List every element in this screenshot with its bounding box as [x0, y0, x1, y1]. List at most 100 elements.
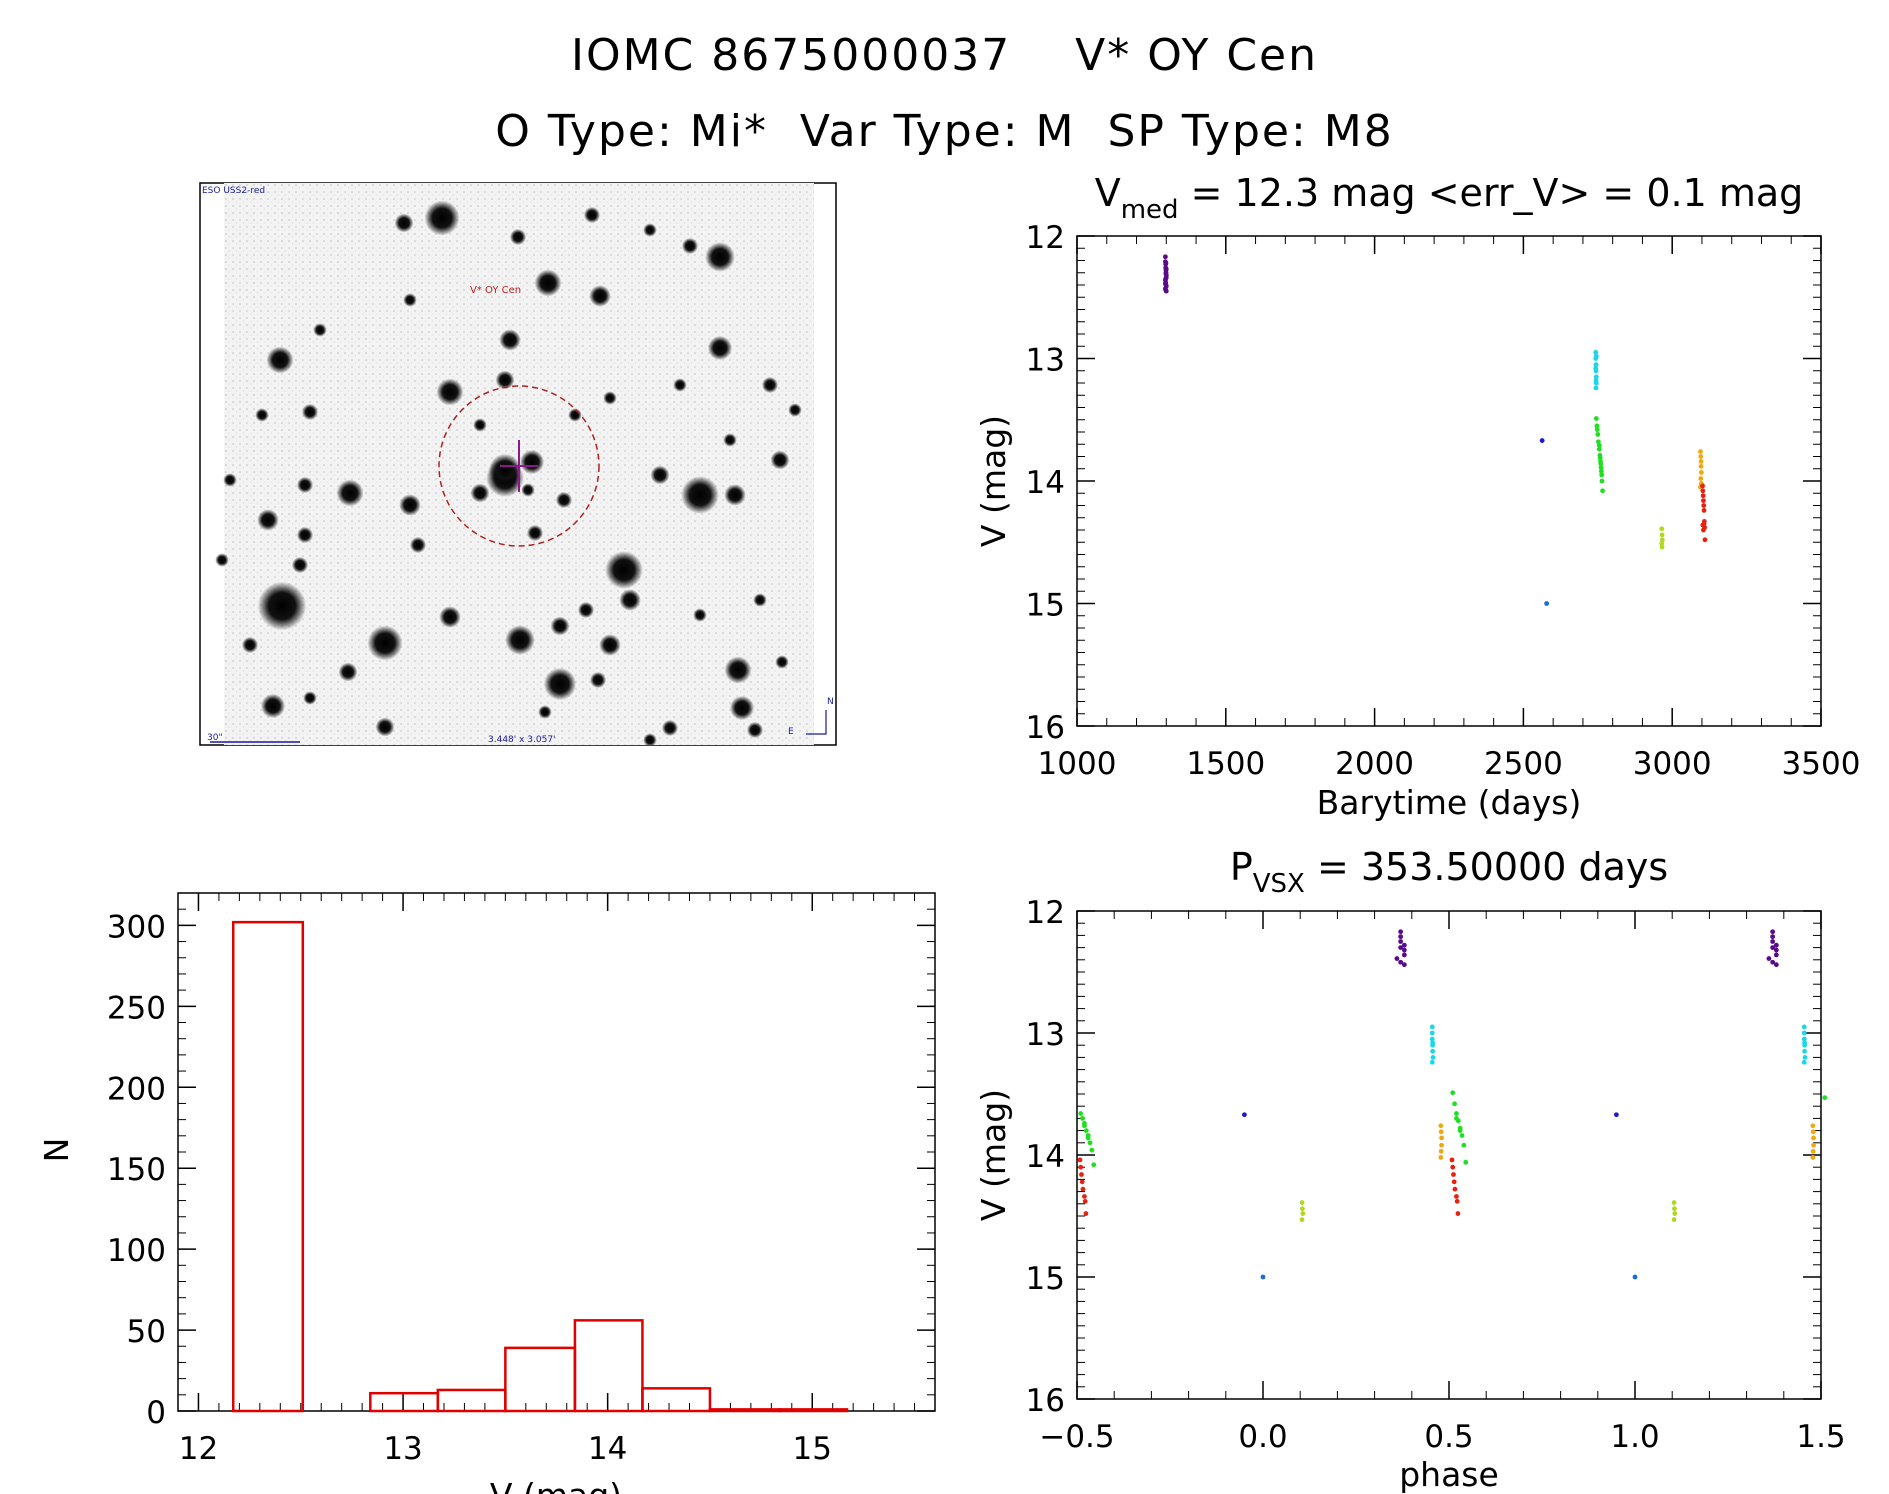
lightcurve-point — [1599, 472, 1605, 478]
phased-point — [1457, 1128, 1463, 1133]
finder-star — [770, 450, 790, 470]
phased-point — [1810, 1123, 1816, 1129]
phased-point — [1438, 1129, 1444, 1135]
lightcurve-point — [1659, 544, 1665, 550]
lightcurve-point — [1702, 525, 1708, 530]
phased-point — [1089, 1147, 1095, 1153]
histogram-bar — [369, 1391, 440, 1413]
ytick-label: 14 — [1026, 1139, 1065, 1175]
finder-star — [375, 717, 395, 737]
phased-point — [1299, 1217, 1305, 1223]
finder-star — [526, 524, 544, 542]
finder-star — [724, 484, 746, 506]
phased-point — [1810, 1155, 1816, 1160]
phased-title: PVSX = 353.50000 days — [1230, 845, 1668, 899]
phased-point — [1770, 939, 1776, 944]
lightcurve-point — [1659, 526, 1665, 532]
finder-star — [681, 237, 699, 255]
finder-star — [215, 553, 229, 567]
xtick-label: 3000 — [1633, 746, 1712, 782]
finder-star — [338, 662, 358, 682]
lightcurve-point — [1163, 276, 1169, 282]
histogram-xlabel: V (mag) — [490, 1476, 622, 1494]
finder-star — [583, 206, 601, 224]
finder-stars — [215, 200, 802, 745]
lightcurve-point — [1701, 503, 1707, 508]
phased-point — [1077, 1157, 1083, 1163]
phased-point — [1773, 947, 1779, 953]
lightcurve-point — [1596, 446, 1602, 452]
histogram-yticks: 0 50 100 150 200 250 300 — [107, 892, 935, 1431]
finder-star — [643, 223, 657, 237]
lightcurve-point — [1698, 449, 1703, 454]
xtick-label: 1500 — [1186, 746, 1265, 782]
phased-point — [1083, 1128, 1089, 1133]
phased-point — [1398, 934, 1404, 940]
finder-star — [488, 453, 522, 487]
phased-point — [1671, 1217, 1677, 1223]
fov-label: 3.448' x 3.057' — [488, 735, 556, 745]
lightcurve-point — [1659, 532, 1665, 538]
phased-point — [1773, 962, 1779, 968]
lightcurve-point — [1593, 362, 1599, 368]
histogram-bars — [231, 920, 849, 1413]
phased-point — [1801, 1059, 1807, 1065]
finder-star — [729, 695, 755, 721]
finder-star — [673, 378, 687, 392]
phased-point — [1429, 1030, 1435, 1036]
histogram-bar — [708, 1408, 781, 1413]
phased-point — [1242, 1112, 1247, 1118]
phased-point — [1802, 1048, 1808, 1054]
lightcurve-point — [1595, 439, 1601, 445]
histogram-xticks: 12 13 14 15 — [177, 893, 936, 1467]
finder-star — [296, 476, 314, 494]
phased-frame — [1076, 910, 1822, 1400]
finder-image: ESO USS2-red V* OY Cen 30" 3.448' x 3.05… — [199, 182, 837, 746]
finder-star — [650, 465, 670, 485]
finder-star — [723, 433, 737, 447]
phased-point — [1802, 1040, 1808, 1046]
finder-star — [577, 601, 595, 619]
figure-subtitle: O Type: Mi* Var Type: M SP Type: M8 — [495, 106, 1394, 157]
finder-star — [534, 269, 562, 297]
lightcurve-ylabel: V (mag) — [974, 415, 1013, 547]
phased-point — [1454, 1116, 1459, 1121]
compass-east-label: E — [788, 727, 794, 737]
lightcurve-xticks: 1000 1500 2000 2500 3000 3500 — [1038, 236, 1860, 782]
phased-point — [1451, 1179, 1457, 1185]
ytick-label: 16 — [1026, 710, 1065, 746]
lightcurve-points — [1162, 254, 1708, 606]
histogram-bar — [231, 920, 305, 1413]
phased-point — [1461, 1142, 1467, 1148]
finder-star — [394, 213, 414, 233]
phased-point — [1299, 1200, 1305, 1205]
lightcurve-point — [1702, 537, 1708, 543]
phased-point — [1439, 1142, 1444, 1148]
lightcurve-point — [1701, 521, 1707, 527]
phased-point — [1079, 1179, 1085, 1185]
phased-point — [1430, 1040, 1436, 1046]
xtick-label: 0.5 — [1424, 1419, 1473, 1455]
phased-point — [1430, 1055, 1436, 1060]
phased-point — [1801, 1030, 1807, 1036]
finder-star — [436, 378, 464, 406]
lightcurve-point — [1701, 508, 1707, 513]
finder-star — [555, 491, 573, 509]
histogram-bar — [436, 1388, 507, 1413]
phased-point — [1459, 1133, 1465, 1138]
lightcurve-point — [1593, 385, 1599, 391]
phased-point — [1401, 947, 1407, 953]
finder-star — [424, 200, 460, 236]
scale-label: 30" — [207, 733, 223, 743]
ytick-label: 250 — [107, 990, 166, 1026]
phased-title-rest: = 353.50000 days — [1305, 845, 1668, 889]
phased-point — [1087, 1140, 1093, 1146]
xtick-label: 15 — [793, 1431, 832, 1467]
lightcurve-title: Vmed = 12.3 mag <err_V> = 0.1 mag — [1095, 171, 1804, 225]
finder-star — [603, 391, 617, 405]
target-label: V* OY Cen — [470, 285, 521, 296]
lightcurve-point — [1701, 498, 1706, 503]
phased-point — [1401, 942, 1407, 948]
xtick-label: 12 — [179, 1431, 218, 1467]
lightcurve-point — [1163, 271, 1169, 277]
